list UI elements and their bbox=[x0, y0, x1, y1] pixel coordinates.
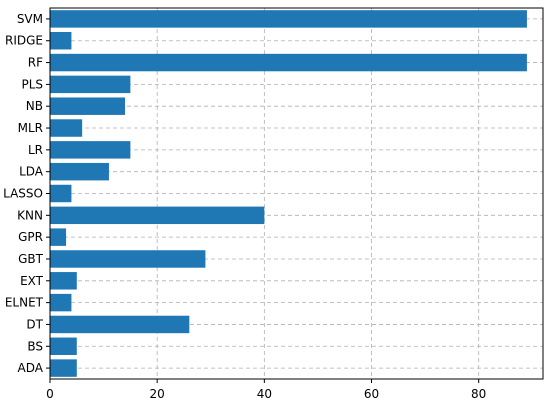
bar-nb bbox=[50, 97, 126, 115]
bar-lr bbox=[50, 141, 131, 159]
bar-lasso bbox=[50, 184, 72, 203]
y-tick-label-dt: DT bbox=[26, 317, 43, 331]
x-tick-label-0: 0 bbox=[46, 387, 54, 401]
x-axis: 0 20 40 60 80 bbox=[46, 379, 486, 401]
bar-dt bbox=[50, 315, 190, 334]
x-tick-label-60: 60 bbox=[364, 387, 379, 401]
y-tick-label-gbt: GBT bbox=[18, 252, 44, 266]
grid-lines bbox=[50, 8, 543, 379]
bar-gpr bbox=[50, 228, 67, 246]
bar-mlr bbox=[50, 119, 83, 137]
x-tick-label-80: 80 bbox=[471, 387, 486, 401]
y-tick-label-pls: PLS bbox=[21, 77, 43, 91]
bar-lda bbox=[50, 162, 109, 181]
y-tick-label-mlr: MLR bbox=[18, 121, 43, 135]
bars bbox=[50, 10, 527, 377]
y-tick-label-ext: EXT bbox=[20, 274, 44, 288]
y-tick-label-lasso: LASSO bbox=[3, 187, 43, 201]
y-tick-label-elnet: ELNET bbox=[5, 296, 44, 310]
bar-ada bbox=[50, 359, 77, 377]
y-tick-label-gpr: GPR bbox=[18, 230, 43, 244]
bar-elnet bbox=[50, 293, 72, 312]
bar-pls bbox=[50, 75, 131, 94]
bar-ridge bbox=[50, 32, 72, 50]
bar-rf bbox=[50, 53, 527, 72]
x-tick-label-40: 40 bbox=[257, 387, 272, 401]
y-tick-label-rf: RF bbox=[28, 56, 43, 70]
y-tick-label-knn: KNN bbox=[17, 208, 43, 222]
y-tick-label-lr: LR bbox=[28, 143, 43, 157]
y-axis: SVM RIDGE RF PLS NB MLR LR LDA LASSO KNN GPR GBT EXT… bbox=[3, 12, 50, 375]
y-tick-label-svm: SVM bbox=[17, 12, 43, 26]
y-tick-label-lda: LDA bbox=[19, 165, 44, 179]
bar-gbt bbox=[50, 250, 206, 268]
y-tick-label-ada: ADA bbox=[18, 361, 44, 375]
bar-knn bbox=[50, 206, 265, 225]
y-tick-label-nb: NB bbox=[26, 99, 43, 113]
bar-svm bbox=[50, 10, 527, 28]
bar-ext bbox=[50, 272, 77, 290]
bar-bs bbox=[50, 337, 77, 355]
y-tick-label-bs: BS bbox=[27, 339, 43, 353]
y-tick-label-ridge: RIDGE bbox=[5, 34, 43, 48]
x-tick-label-20: 20 bbox=[150, 387, 165, 401]
